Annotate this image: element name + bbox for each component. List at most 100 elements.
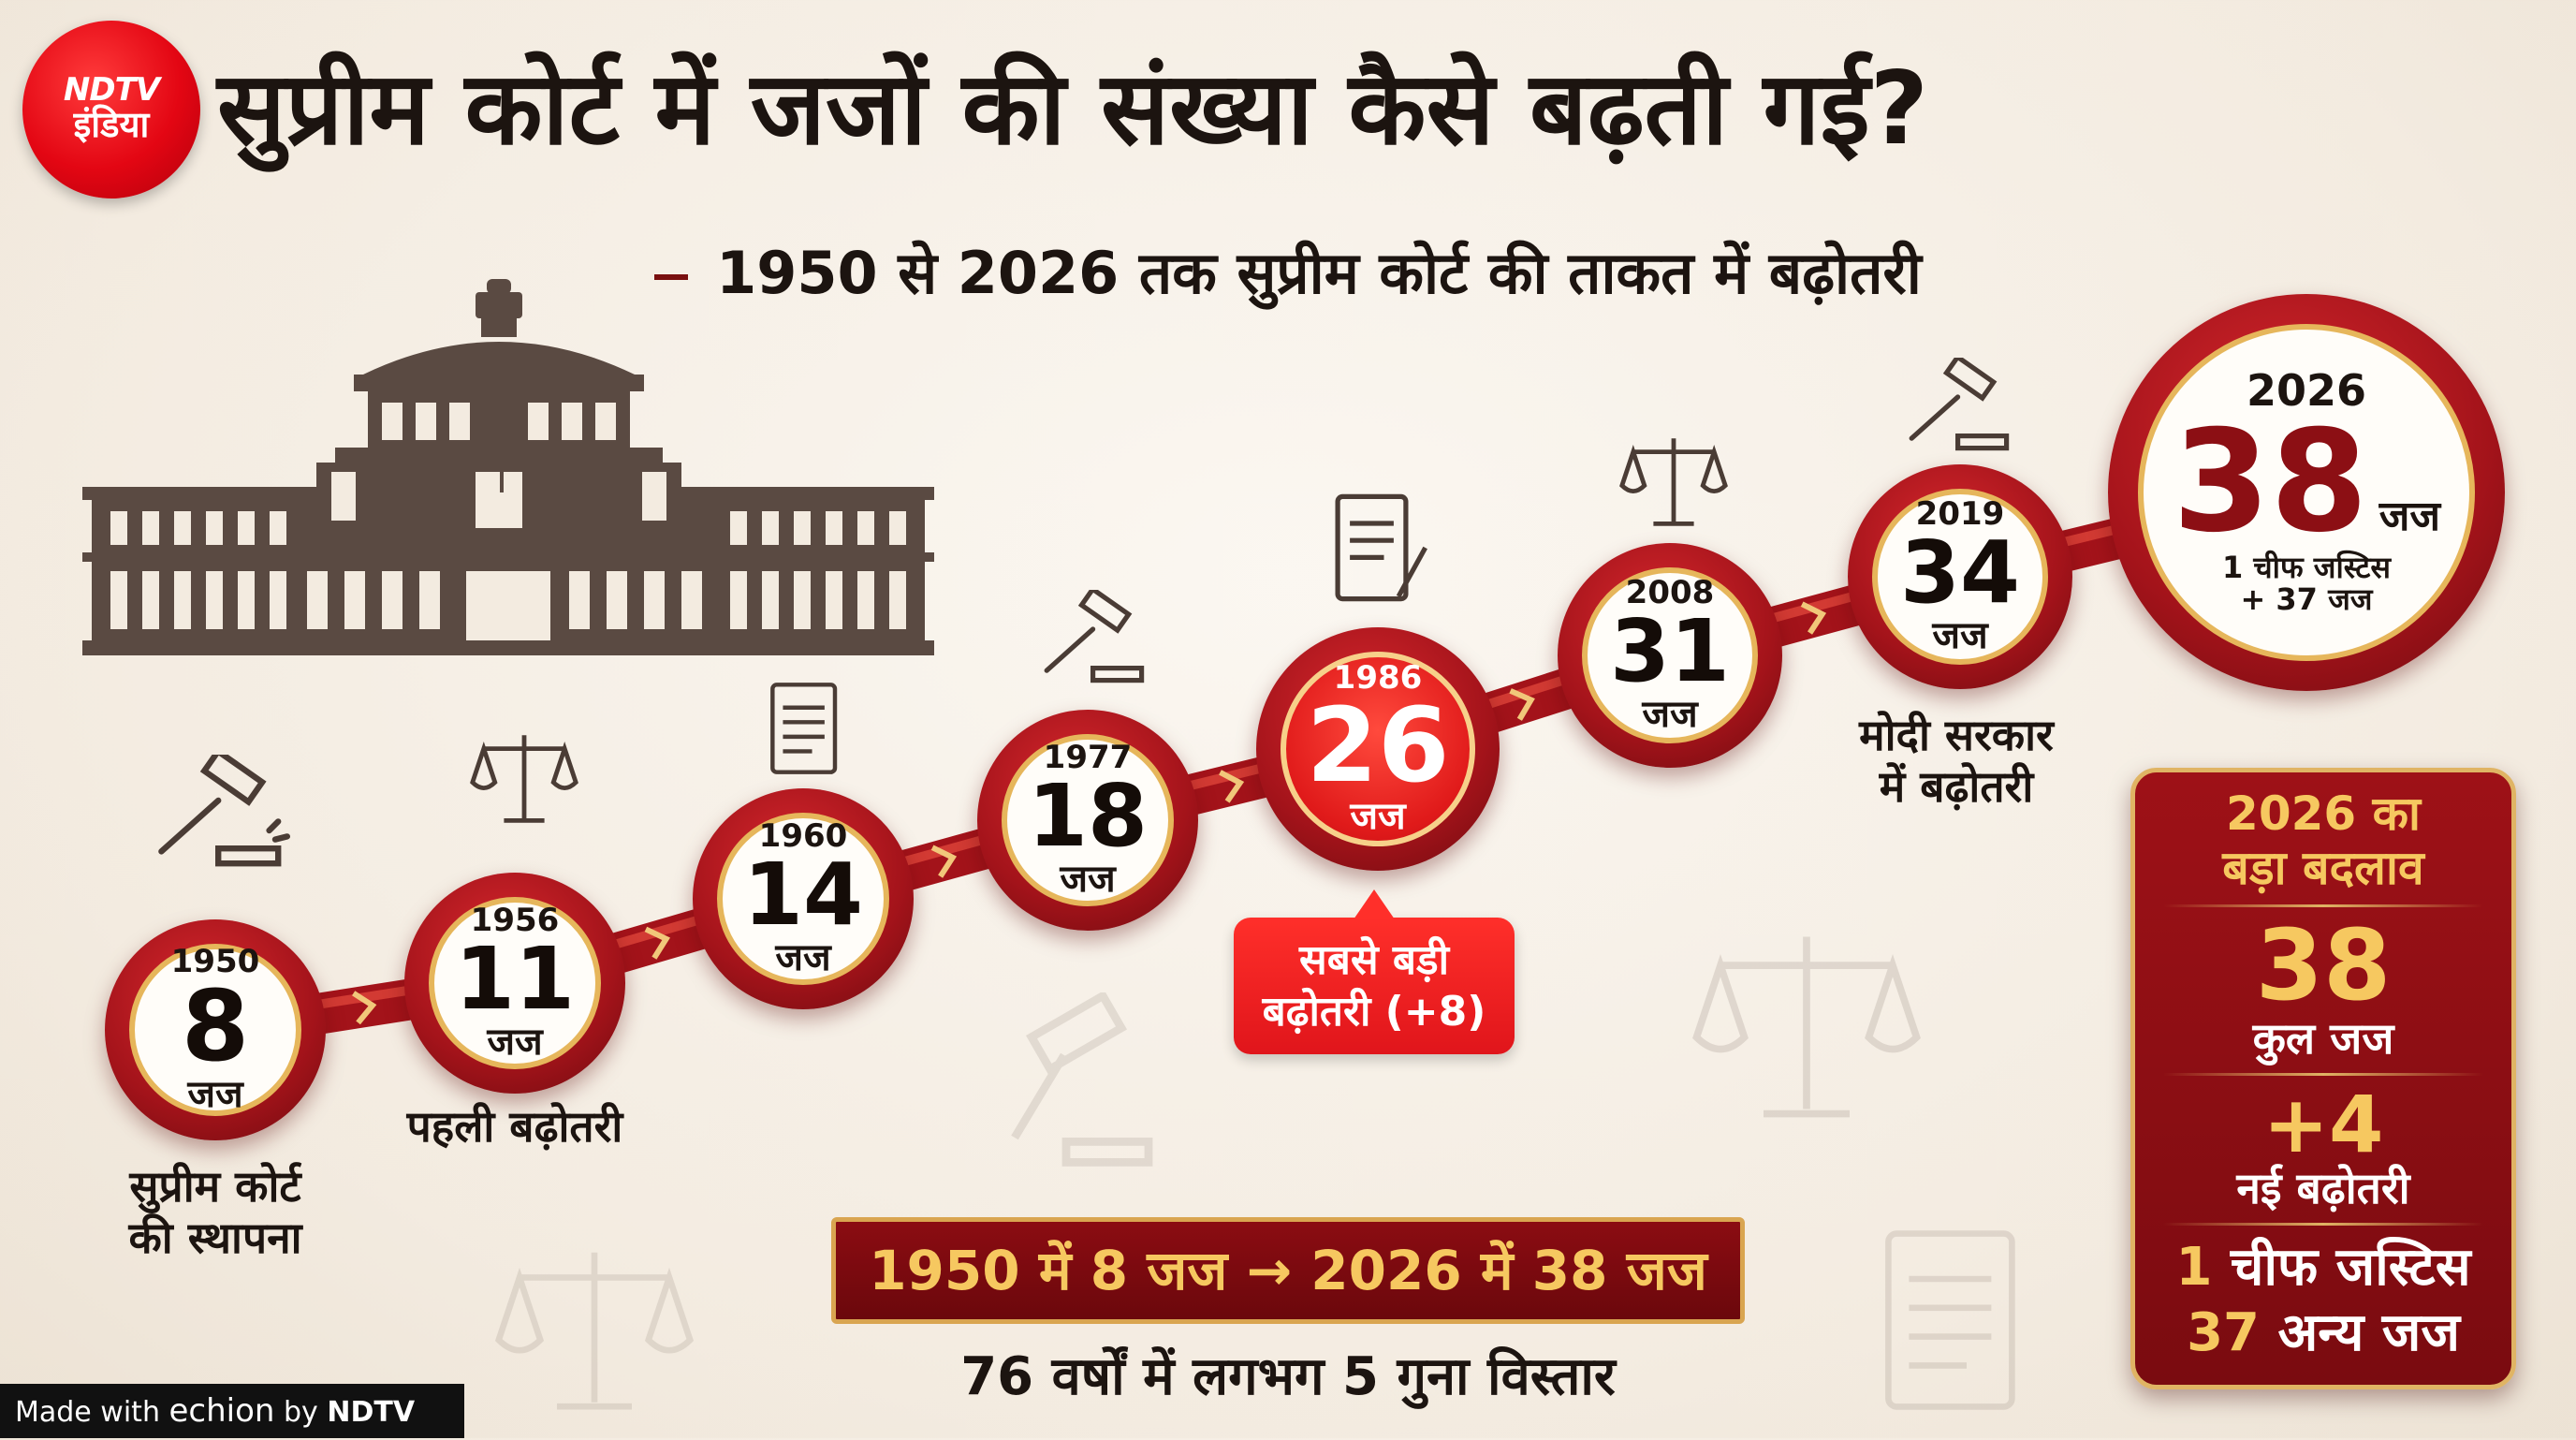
year-label: 1986 — [1333, 659, 1423, 697]
data-point-1950: 1950 8 जज — [105, 919, 326, 1140]
page-subtitle: 1950 से 2026 तक सुप्रीम कोर्ट की ताकत मे… — [0, 232, 2576, 311]
caption-2019-line-2: में बढ़ोतरी — [1879, 761, 2034, 813]
logo-line-1: NDTV — [63, 71, 160, 110]
unit-label: जज — [1932, 614, 1988, 657]
data-point-face: 1960 14 जज — [717, 813, 889, 985]
summary-subtext: 76 वर्षों में लगभग 5 गुना विस्तार — [960, 1346, 1616, 1407]
timeline-arrow — [644, 926, 671, 960]
panel-heading-line-1: 2026 का — [2226, 786, 2421, 841]
panel-heading: 2026 का बड़ा बदलाव — [2135, 786, 2511, 895]
faded-scales-icon — [1692, 936, 1921, 1118]
data-point-face: 1950 8 जज — [129, 944, 301, 1116]
data-point-1956: 1956 11 जज — [404, 873, 625, 1094]
caption-2019-line-1: मोदी सरकार — [1859, 710, 2054, 760]
caption-1956: पहली बढ़ोतरी — [406, 1101, 623, 1152]
unit-label: जज — [487, 1021, 543, 1064]
footer-echion: echion — [168, 1392, 275, 1430]
footer-ndtv: NDTV — [327, 1396, 416, 1429]
judge-count: 11 — [454, 929, 576, 1029]
panel-cj-number: 1 — [2175, 1236, 2213, 1298]
judge-count-row: 38 जज — [2173, 412, 2440, 552]
footer-credit: Made with echion by NDTV — [0, 1384, 464, 1438]
faded-gavel-icon — [1011, 992, 1153, 1167]
caption-1950-line-2: की स्थापना — [128, 1212, 302, 1264]
data-point-face: 1986 26 जज — [1281, 652, 1475, 846]
data-point-1986: 1986 26 जज — [1256, 627, 1500, 871]
footer-by: by — [284, 1396, 318, 1429]
data-point-1977: 1977 18 जज — [977, 710, 1198, 931]
subtitle-text: 1950 से 2026 तक सुप्रीम कोर्ट की ताकत मे… — [716, 239, 1922, 307]
caption-2026-line-1: 1 चीफ जस्टिस — [2221, 550, 2392, 586]
year-label: 1956 — [470, 902, 560, 939]
summary-banner: 1950 में 8 जज → 2026 में 38 जज — [831, 1217, 1745, 1324]
data-point-2026: 2026 38 जज 1 चीफ जस्टिस + 37 जज — [2108, 294, 2505, 691]
gavel-icon-2 — [1044, 590, 1145, 683]
panel-divider — [2163, 904, 2483, 907]
unit-label: जज — [1060, 858, 1116, 901]
timeline-arrow — [1509, 688, 1535, 721]
data-point-1960: 1960 14 जज — [693, 788, 914, 1009]
unit-label: जज — [775, 936, 831, 979]
data-point-face: 2008 31 जज — [1582, 567, 1758, 743]
data-point-2008: 2008 31 जज — [1558, 543, 1782, 768]
year-label: 1960 — [758, 817, 848, 855]
panel-added-label: नई बढ़ोतरी — [2236, 1162, 2410, 1213]
unit-label: जज — [1350, 795, 1406, 838]
year-label: 2019 — [1915, 495, 2005, 533]
panel-other-judges: 37 अन्य जज — [2135, 1300, 2511, 1366]
data-point-face: 1956 11 जज — [429, 897, 601, 1069]
scales-icon — [470, 735, 578, 823]
judge-count: 14 — [742, 845, 864, 945]
timeline-arrow — [1800, 601, 1827, 635]
judge-count: 26 — [1306, 685, 1450, 805]
document-icon — [770, 683, 838, 774]
unit-label: जज — [187, 1073, 243, 1116]
caption-2026-line-2: + 37 जज — [2240, 581, 2373, 617]
data-point-face: 2026 38 जज 1 चीफ जस्टिस + 37 जज — [2138, 324, 2475, 661]
logo-line-2: इंडिया — [73, 104, 150, 146]
timeline-arrow — [930, 845, 958, 878]
panel-total-label: कुल जज — [2252, 1013, 2394, 1064]
panel-other-label: अन्य जज — [2277, 1301, 2460, 1363]
panel-divider — [2163, 1222, 2483, 1226]
biggest-increase-callout: सबसे बड़ी बढ़ोतरी (+8) — [1234, 889, 1515, 1054]
big-change-2026-panel: 2026 का बड़ा बदलाव 38 कुल जज +4 नई बढ़ोत… — [2130, 768, 2516, 1389]
panel-heading-line-2: बड़ा बदलाव — [2222, 840, 2424, 895]
panel-other-number: 37 — [2187, 1301, 2261, 1363]
panel-divider — [2163, 1072, 2483, 1076]
year-label: 2008 — [1625, 574, 1715, 611]
timeline-arrow — [352, 991, 377, 1025]
ndtv-india-logo: NDTV इंडिया — [22, 21, 200, 198]
supreme-court-building-icon — [82, 279, 934, 655]
page-title: सुप्रीम कोर्ट में जजों की संख्या कैसे बढ… — [217, 51, 1929, 168]
unit-label: जज — [2378, 492, 2441, 541]
subtitle-dash — [654, 273, 689, 280]
caption-1950-line-1: सुप्रीम कोर्ट — [129, 1161, 301, 1212]
year-label: 1977 — [1043, 739, 1133, 776]
unit-label: जज — [1642, 693, 1698, 736]
faded-scales-icon-2 — [494, 1252, 695, 1410]
year-label: 2026 — [2246, 365, 2367, 417]
timeline-arrow — [1219, 770, 1245, 803]
caption-2019: मोदी सरकार में बढ़ोतरी — [1825, 710, 2087, 813]
judge-count: 18 — [1027, 766, 1149, 866]
data-point-2019: 2019 34 जज — [1848, 464, 2072, 689]
data-point-face: 1977 18 जज — [1002, 734, 1174, 906]
gavel-icon-3 — [1909, 358, 2010, 451]
gavel-icon — [158, 755, 290, 867]
callout-line-1: सबसे बड़ी — [1299, 936, 1449, 984]
panel-added-judges: +4 — [2262, 1078, 2384, 1170]
panel-cj-label: चीफ जस्टिस — [2230, 1236, 2471, 1298]
panel-chief-justice: 1 चीफ जस्टिस — [2135, 1235, 2511, 1300]
caption-1950: सुप्रीम कोर्ट की स्थापना — [94, 1161, 337, 1264]
data-point-face: 2019 34 जज — [1872, 489, 2048, 665]
panel-total-judges: 38 — [2255, 908, 2392, 1022]
year-label: 1950 — [170, 943, 260, 980]
scales-icon-2 — [1619, 438, 1728, 526]
judge-count: 31 — [1609, 601, 1731, 701]
judge-count: 34 — [1899, 522, 2021, 623]
judge-count: 38 — [2172, 401, 2368, 565]
callout-line-2: बढ़ोतरी (+8) — [1262, 988, 1486, 1036]
footer-made-with: Made with — [15, 1396, 160, 1429]
faded-document-icon — [1885, 1230, 2015, 1410]
